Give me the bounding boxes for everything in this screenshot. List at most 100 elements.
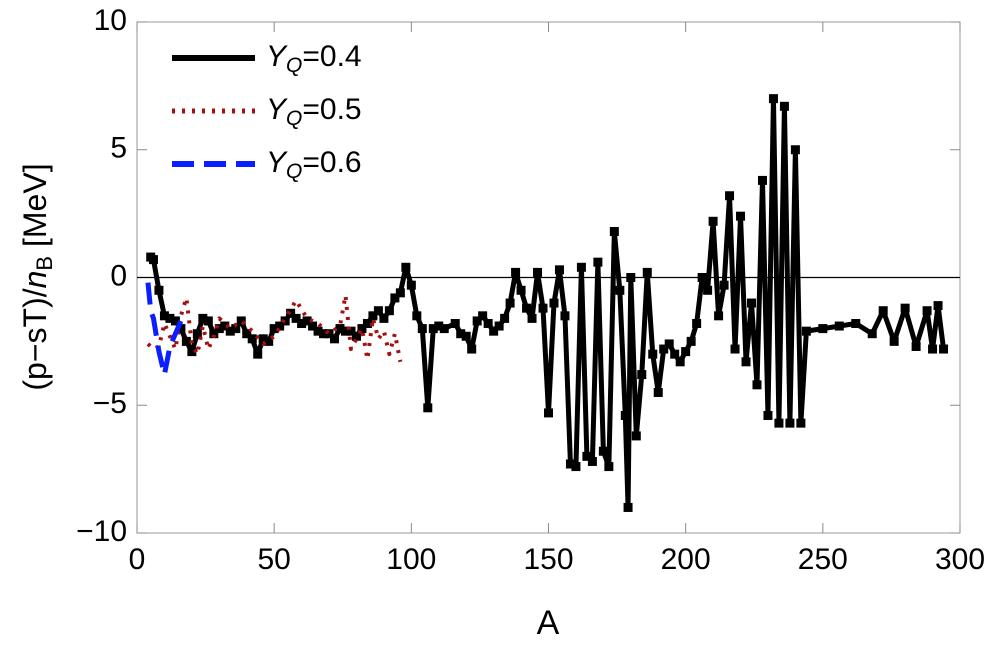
data-point (757, 175, 767, 185)
data-point (516, 285, 526, 295)
y-label-part: [MeV] (17, 163, 53, 255)
data-point (911, 341, 921, 351)
data-point (785, 418, 795, 428)
data-point (774, 418, 784, 428)
data-point (373, 306, 383, 316)
data-point (598, 446, 608, 456)
data-point (922, 306, 932, 316)
data-point (928, 344, 938, 354)
legend-rest: =0.4 (302, 40, 361, 73)
legend-sub: Q (286, 107, 302, 130)
data-point (834, 321, 844, 331)
data-point (346, 326, 356, 336)
data-point (939, 344, 949, 354)
data-point (335, 324, 345, 334)
y-axis-label: (p−sT)/nB [MeV] (17, 163, 56, 390)
legend-var: Y (266, 93, 288, 126)
series-line (145, 282, 184, 378)
data-point (291, 313, 301, 323)
y-tick-label: 0 (110, 259, 127, 292)
data-point (538, 303, 548, 313)
data-point (878, 306, 888, 316)
data-point (582, 451, 592, 461)
data-point (544, 408, 553, 418)
data-point (165, 313, 175, 323)
data-point (522, 303, 532, 313)
data-point (324, 329, 334, 339)
data-point (401, 262, 411, 272)
y-tick-label: 10 (94, 4, 127, 37)
data-point (697, 273, 707, 282)
data-point (467, 344, 477, 354)
data-point (236, 316, 246, 326)
data-point (648, 349, 658, 359)
data-point (615, 285, 625, 295)
data-point (242, 329, 252, 339)
data-point (725, 191, 735, 201)
data-point (330, 334, 340, 344)
data-point (308, 321, 318, 331)
data-point (203, 316, 213, 326)
data-point (708, 216, 718, 226)
data-point (653, 387, 663, 397)
data-point (395, 288, 405, 298)
series-line (146, 293, 403, 363)
data-point (494, 321, 504, 331)
data-point (500, 313, 510, 323)
legend-label: YQ=0.6 (266, 146, 362, 183)
data-point (439, 324, 449, 334)
data-point (313, 326, 323, 336)
data-point (264, 336, 274, 346)
data-point (631, 431, 641, 441)
data-point (362, 318, 372, 328)
data-point (779, 101, 789, 111)
data-point (192, 329, 202, 339)
data-point (456, 329, 466, 339)
data-point (478, 311, 488, 321)
data-point (730, 344, 740, 354)
x-tick-label: 200 (661, 543, 711, 576)
data-point (867, 329, 877, 339)
data-point (703, 285, 713, 295)
x-tick-label: 300 (935, 543, 985, 576)
legend-label: YQ=0.4 (266, 40, 362, 77)
data-point (889, 336, 899, 346)
y-tick-label: −10 (76, 515, 127, 548)
data-point (664, 339, 674, 349)
data-point (576, 262, 586, 272)
legend-sub: Q (286, 160, 302, 183)
data-point (340, 326, 350, 336)
data-point (626, 273, 636, 282)
data-point (483, 318, 493, 328)
data-point (670, 349, 680, 359)
data-point (351, 331, 361, 341)
data-point (187, 347, 197, 357)
data-point (587, 456, 597, 466)
data-point (368, 311, 378, 321)
x-tick-label: 150 (523, 543, 573, 576)
data-point (623, 502, 633, 512)
data-point (297, 318, 307, 328)
data-point (461, 331, 471, 341)
data-point (406, 280, 416, 290)
data-point (417, 324, 427, 334)
data-point (198, 313, 208, 323)
data-point (796, 418, 806, 428)
data-point (181, 336, 191, 346)
data-point (620, 410, 630, 420)
data-point (659, 344, 669, 354)
data-point (747, 298, 757, 308)
data-point (609, 227, 619, 237)
data-point (790, 145, 800, 155)
y-tick-label: 5 (110, 132, 127, 165)
data-point (719, 280, 729, 290)
data-point (384, 306, 394, 316)
data-point (286, 308, 296, 318)
data-point (231, 324, 241, 334)
data-point (357, 324, 367, 334)
data-point (768, 94, 778, 104)
data-point (214, 324, 224, 334)
data-point (176, 324, 186, 334)
data-point (450, 318, 460, 328)
data-point (511, 267, 521, 277)
